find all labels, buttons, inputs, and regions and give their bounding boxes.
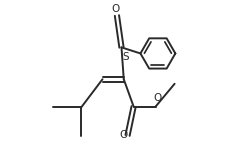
Text: O: O (154, 93, 162, 103)
Text: S: S (122, 52, 129, 62)
Text: O: O (119, 130, 127, 140)
Text: O: O (111, 4, 120, 14)
